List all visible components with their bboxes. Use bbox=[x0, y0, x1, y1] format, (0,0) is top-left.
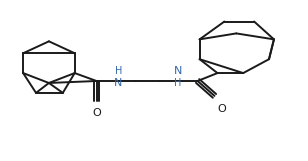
Text: N: N bbox=[174, 66, 182, 76]
Text: H: H bbox=[174, 78, 181, 88]
Text: H: H bbox=[115, 66, 122, 76]
Text: O: O bbox=[217, 104, 226, 114]
Text: N: N bbox=[114, 78, 123, 88]
Text: O: O bbox=[92, 108, 101, 118]
